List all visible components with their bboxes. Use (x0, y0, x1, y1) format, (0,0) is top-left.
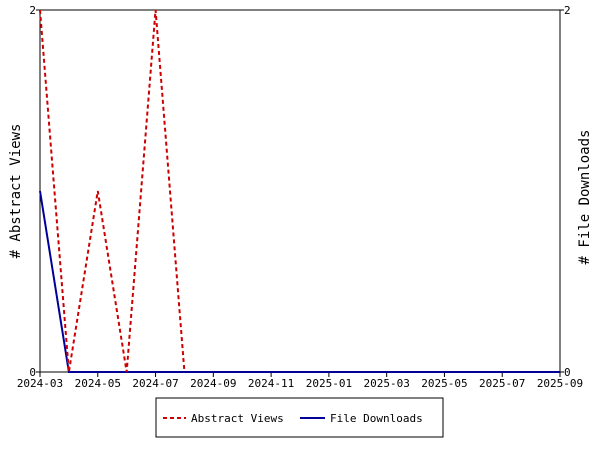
x-tick-label: 2024-05 (75, 377, 121, 390)
y-left-tick-label: 0 (29, 366, 36, 379)
y-axis-left: 02 (29, 4, 40, 379)
legend: Abstract Views File Downloads (155, 397, 444, 438)
x-tick-label: 2024-03 (17, 377, 63, 390)
y-axis-left-title: # Abstract Views (8, 124, 24, 259)
series-line-abstract-views (39, 9, 186, 373)
x-axis: 2024-03 2024-05 2024-07 2024-09 2024-11 2025-… (17, 372, 583, 390)
series-layer (39, 9, 560, 373)
y-left-tick-label: 2 (29, 4, 36, 17)
x-tick-label: 2024-09 (190, 377, 236, 390)
x-tick-label: 2025-01 (306, 377, 352, 390)
y-axis-right: 02 (560, 4, 571, 379)
plot-area (39, 9, 561, 373)
x-tick-label: 2025-05 (421, 377, 467, 390)
x-tick-label: 2025-09 (537, 377, 583, 390)
y-axis-right-title: # File Downloads (577, 130, 593, 265)
legend-label-abstract-views: Abstract Views (191, 412, 284, 425)
y-right-tick-label: 0 (564, 366, 571, 379)
x-tick-label: 2024-07 (132, 377, 178, 390)
legend-box (155, 397, 444, 438)
x-tick-label: 2024-11 (248, 377, 294, 390)
x-tick-label: 2025-07 (479, 377, 525, 390)
legend-label-file-downloads: File Downloads (330, 412, 423, 425)
y-right-tick-label: 2 (564, 4, 571, 17)
x-tick-label: 2025-03 (363, 377, 409, 390)
